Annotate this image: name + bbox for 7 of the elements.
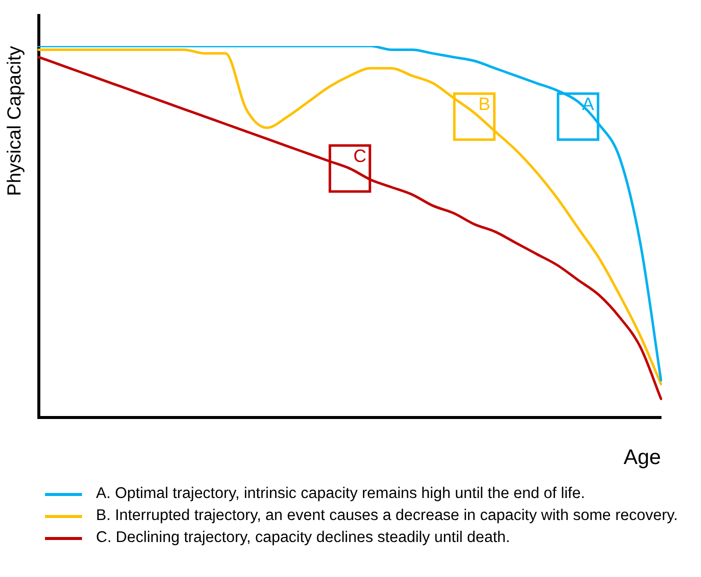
legend-label: C. Declining trajectory, capacity declines steadily until death. [96,528,510,548]
legend-label: A. Optimal trajectory, intrinsic capacity remains high until the end of life. [96,484,586,504]
legend-label: B. Interrupted trajectory, an event causes a decrease in capacity with some recovery. [96,506,678,526]
x-axis-title: Age [624,446,661,470]
annotation: B [478,94,490,114]
annotation: C [353,146,366,166]
y-axis-title: Physical Capacity [4,46,26,196]
